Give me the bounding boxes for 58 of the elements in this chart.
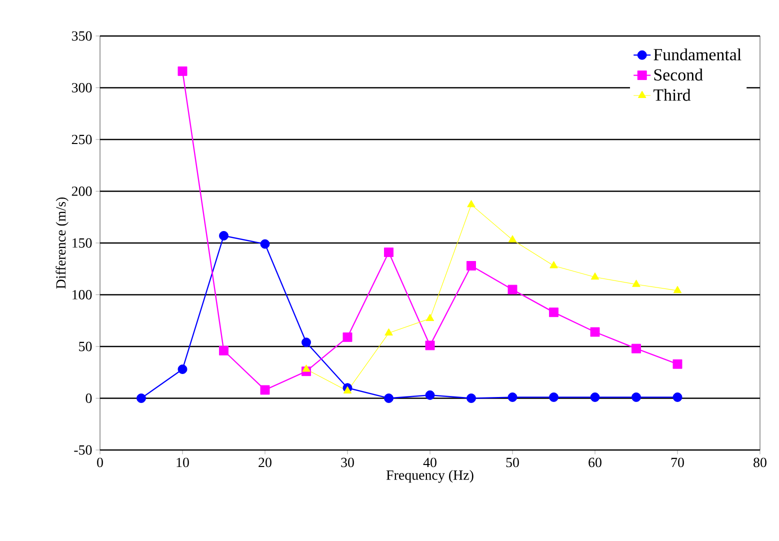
point (466, 261, 476, 270)
point (219, 346, 228, 356)
x-tick-label: 30 (341, 458, 354, 468)
legend-label: Fundamental (654, 48, 742, 60)
x-tick-label: 80 (754, 458, 766, 468)
point (550, 261, 558, 268)
point (467, 200, 476, 208)
y-axis-title: Difference (m/s) (56, 197, 68, 289)
point (384, 328, 393, 336)
x-tick-label: 0 (97, 458, 103, 468)
point (508, 284, 518, 294)
point (384, 248, 394, 258)
y-tick-label: 150 (72, 238, 92, 248)
point (425, 340, 435, 350)
x-axis-title: Frequency (Hz) (386, 470, 474, 483)
legend-label: Third (654, 88, 691, 101)
point (260, 385, 270, 395)
x-tick-label: 50 (506, 458, 519, 468)
x-tick-label: 20 (258, 458, 272, 468)
y-tick-label: 350 (72, 31, 92, 41)
x-tick-label: 70 (671, 458, 684, 468)
point (508, 392, 518, 402)
point (466, 394, 476, 403)
point (508, 235, 517, 242)
legend-label: Second (654, 68, 703, 81)
point (590, 327, 600, 337)
y-tick-label: 50 (79, 342, 92, 352)
x-tick-label: 10 (176, 458, 189, 468)
point (632, 344, 641, 354)
point (632, 280, 640, 287)
point (425, 390, 435, 400)
point (342, 332, 352, 342)
y-tick-label: 250 (72, 134, 92, 144)
y-tick-label: 0 (86, 394, 92, 403)
point (672, 392, 682, 402)
x-tick-label: 60 (588, 458, 602, 468)
point (260, 239, 270, 249)
point (384, 394, 394, 403)
point (632, 392, 641, 402)
point (549, 308, 558, 318)
point (672, 359, 682, 369)
point (302, 364, 310, 372)
point (673, 286, 682, 294)
x-tick-label: 40 (423, 458, 436, 468)
point (178, 66, 188, 76)
point (590, 272, 600, 280)
y-tick-label: 100 (72, 290, 92, 300)
y-tick-label: -50 (74, 445, 92, 455)
point (302, 338, 311, 348)
point (343, 386, 352, 394)
point (426, 314, 434, 322)
point (549, 392, 558, 402)
point (178, 364, 188, 374)
point (219, 231, 228, 240)
y-tick-label: 200 (72, 186, 92, 196)
point (590, 392, 600, 402)
y-tick-label: 300 (72, 83, 92, 92)
point (136, 394, 146, 403)
